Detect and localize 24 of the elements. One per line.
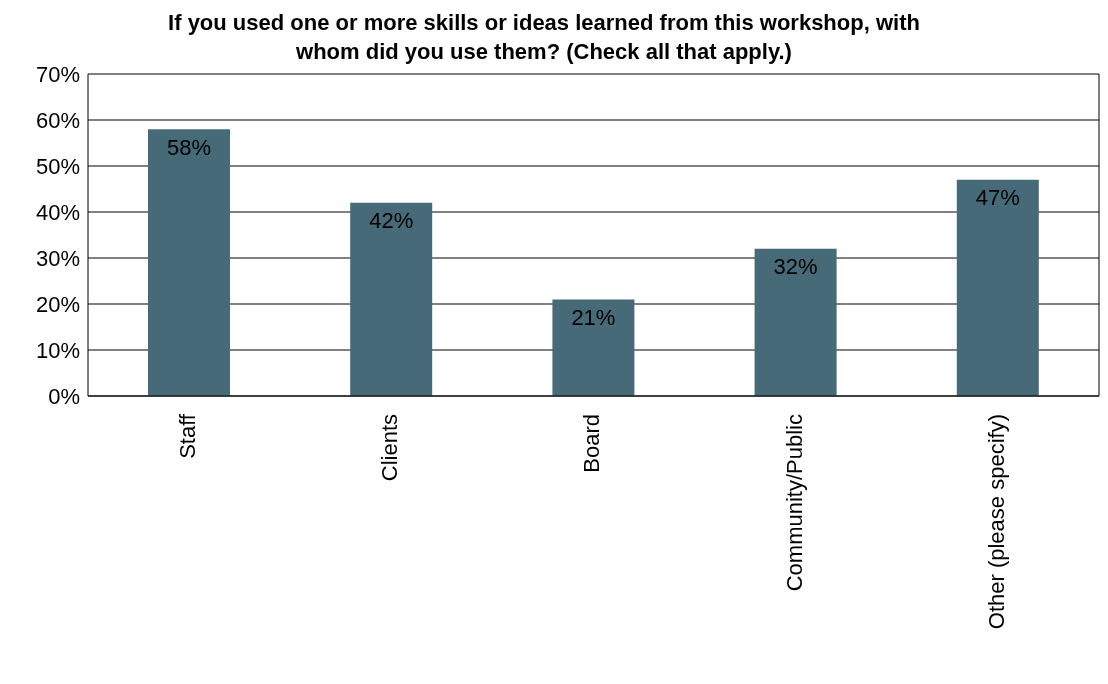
bar (350, 202, 433, 396)
y-tick-label: 70% (35, 61, 80, 87)
data-label: 42% (369, 208, 414, 234)
bar (552, 299, 635, 396)
chart-title: If you used one or more skills or ideas learned from this workshop, with whom did you use them? (Check all that apply.) (168, 10, 920, 64)
x-tick-label: Community/Public (781, 414, 807, 592)
y-tick-label: 40% (35, 199, 80, 225)
x-tick-label: Other (please specify) (983, 414, 1009, 630)
data-label: 47% (975, 185, 1020, 211)
y-tick-label: 20% (35, 291, 80, 317)
y-tick-label: 30% (35, 245, 80, 271)
x-tick-label: Clients (377, 414, 403, 482)
bar (956, 179, 1039, 396)
x-tick-label: Staff (174, 413, 200, 459)
y-tick-label: 0% (48, 383, 80, 409)
x-tick-label: Board (579, 414, 605, 473)
bar (148, 129, 230, 396)
bar (754, 248, 837, 396)
y-tick-label: 60% (35, 107, 80, 133)
data-label: 58% (166, 134, 212, 160)
y-tick-label: 10% (35, 337, 80, 363)
y-tick-label: 50% (35, 153, 80, 179)
data-label: 32% (773, 254, 818, 280)
data-label: 21% (571, 305, 616, 331)
